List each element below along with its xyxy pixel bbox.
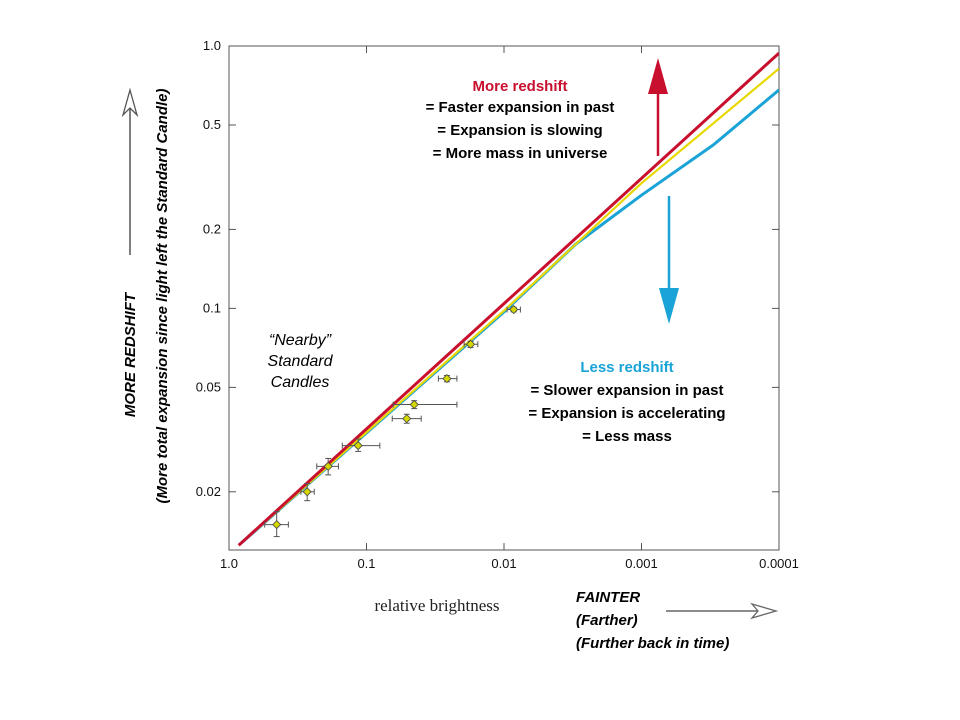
data-point (323, 461, 333, 471)
y-axis-sublabel: (More total expansion since light left t… (154, 88, 171, 503)
further-back-label: (Further back in time) (576, 635, 729, 652)
redshift-arrow-head (121, 87, 139, 118)
less-redshift-line-2: = Expansion is accelerating (528, 405, 725, 422)
points-layer (264, 304, 521, 538)
more-redshift-line-3: = More mass in universe (433, 145, 608, 162)
nearby-annotation-line-1: “Nearby” (269, 332, 332, 349)
fainter-arrow-head (750, 602, 779, 620)
fainter-label: FAINTER (576, 589, 640, 606)
y-tick-label: 0.02 (196, 484, 221, 499)
less-redshift-line-1: = Slower expansion in past (531, 382, 724, 399)
data-point (302, 487, 312, 497)
x-tick-label: 0.001 (625, 556, 658, 571)
x-tick-label: 0.0001 (759, 556, 799, 571)
data-point (409, 399, 419, 410)
farther-label: (Farther) (576, 612, 638, 629)
x-tick-label: 0.01 (491, 556, 516, 571)
less-redshift-title: Less redshift (580, 359, 673, 376)
y-tick-label: 0.05 (196, 379, 221, 394)
series-line-e8d800 (237, 67, 779, 547)
less-redshift-arrow-head (659, 288, 679, 324)
x-axis-label: relative brightness (374, 596, 499, 615)
more-redshift-title: More redshift (472, 78, 567, 95)
data-point (272, 520, 282, 530)
y-tick-label: 0.2 (203, 221, 221, 236)
data-point (509, 304, 519, 315)
data-point (442, 374, 452, 384)
data-point (466, 339, 476, 349)
y-tick-label: 0.5 (203, 117, 221, 132)
y-tick-label: 1.0 (203, 38, 221, 53)
nearby-annotation-line-3: Candles (271, 374, 330, 391)
y-axis-label: MORE REDSHIFT (122, 291, 139, 417)
less-redshift-line-3: = Less mass (582, 428, 672, 445)
tick-layer: 1.0 0.1 0.01 0.001 0.0001 1.0 0.5 0.2 0.1 0.05 0.0… (196, 38, 799, 571)
more-redshift-arrow-head (648, 58, 668, 94)
x-tick-label: 1.0 (220, 556, 238, 571)
y-tick-label: 0.1 (203, 300, 221, 315)
data-point (402, 414, 412, 424)
data-point (353, 441, 363, 451)
more-redshift-line-2: = Expansion is slowing (437, 122, 602, 139)
nearby-annotation-line-2: Standard (268, 353, 334, 370)
more-redshift-line-1: = Faster expansion in past (426, 99, 615, 116)
x-tick-label: 0.1 (357, 556, 375, 571)
